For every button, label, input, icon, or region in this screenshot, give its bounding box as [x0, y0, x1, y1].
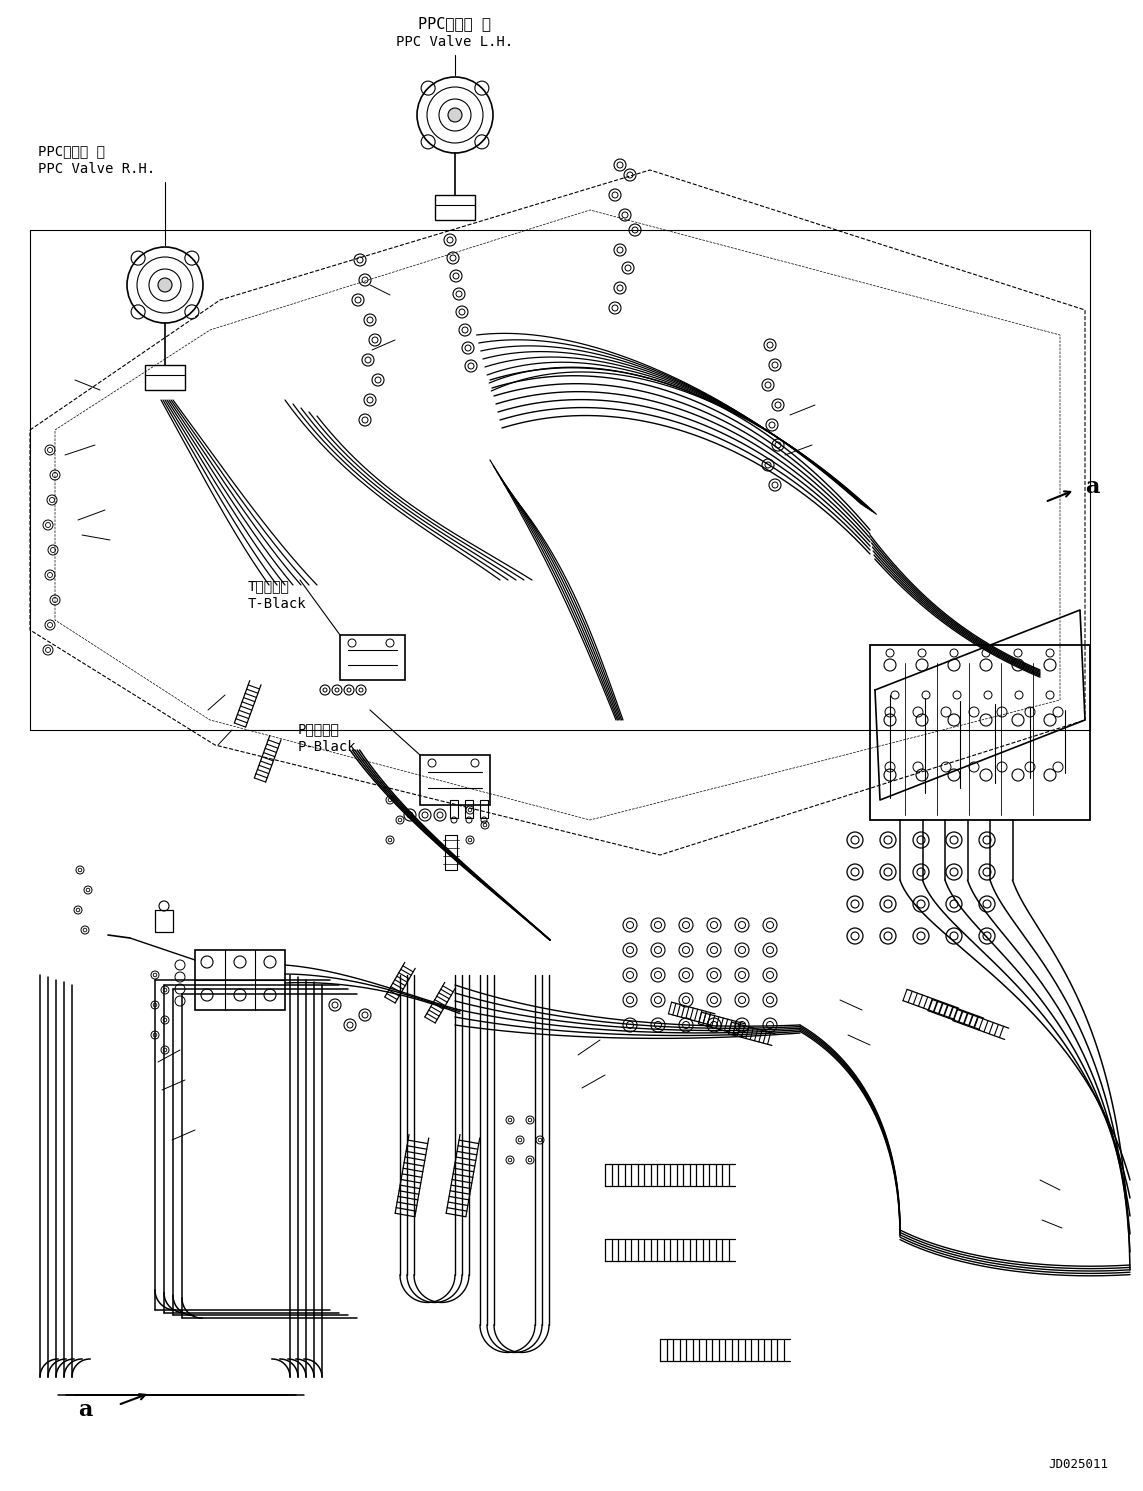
Circle shape — [448, 107, 462, 122]
Bar — [445, 835, 457, 871]
Text: PPCバルブ 左: PPCバルブ 左 — [418, 16, 491, 31]
Bar — [465, 801, 473, 819]
Bar — [419, 754, 490, 805]
Text: Pブロック: Pブロック — [298, 722, 339, 737]
Bar — [155, 910, 173, 932]
Text: a: a — [1085, 476, 1100, 498]
Bar — [435, 195, 475, 221]
Text: PPC Valve L.H.: PPC Valve L.H. — [397, 34, 513, 49]
Bar — [195, 950, 285, 1009]
Circle shape — [158, 277, 171, 292]
Text: T-Black: T-Black — [248, 596, 306, 611]
Text: P-Black: P-Black — [298, 740, 357, 754]
Bar — [870, 646, 1090, 820]
Bar — [480, 801, 488, 819]
Text: JD025011: JD025011 — [1048, 1458, 1108, 1472]
Bar — [145, 365, 185, 391]
Bar — [450, 801, 458, 819]
Text: a: a — [78, 1399, 93, 1421]
Bar — [339, 635, 405, 680]
Text: PPCバルブ 右: PPCバルブ 右 — [38, 145, 105, 158]
Text: Tブロック: Tブロック — [248, 579, 290, 593]
Text: PPC Valve R.H.: PPC Valve R.H. — [38, 163, 155, 176]
